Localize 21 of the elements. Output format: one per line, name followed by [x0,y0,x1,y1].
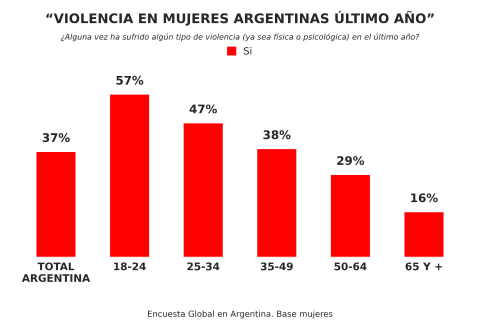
x-tick-label: 18-24 [114,262,146,270]
data-label: 38% [263,130,291,140]
data-label: 57% [116,76,144,85]
bar [108,93,151,258]
chart-title: “VIOLENCIA EN MUJERES ARGENTINAS ÚLTIMO AÑO” [46,10,434,26]
text: Encuesta Global en Argentina. Base mujeres [148,310,332,319]
x-tick-label: TOTAL ARGENTINA [22,262,90,282]
bar [256,148,298,258]
bar [182,122,224,258]
data-label: 47% [190,104,217,114]
bar [35,150,77,258]
bar [403,210,445,258]
x-tick-label: 65 Y + [406,262,442,270]
data-label: 29% [337,156,364,166]
legend-label: Si [244,47,252,55]
x-tick-label: 35-49 [260,262,293,270]
data-label: 37% [42,133,70,142]
x-tick-label: 25-34 [187,262,220,270]
bar [329,174,372,258]
x-tick-label: 50-64 [334,262,367,270]
data-label: 16% [411,193,438,202]
